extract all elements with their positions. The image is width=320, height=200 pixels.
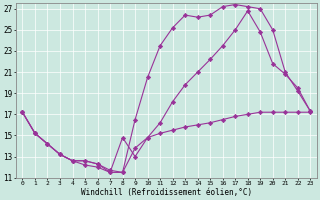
X-axis label: Windchill (Refroidissement éolien,°C): Windchill (Refroidissement éolien,°C) (81, 188, 252, 197)
